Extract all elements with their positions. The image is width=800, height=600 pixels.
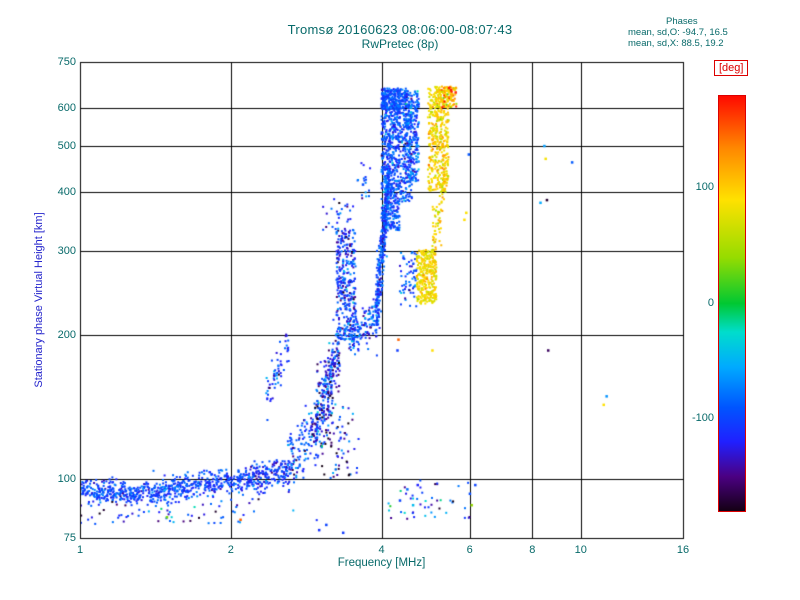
colorbar-unit-label: [deg] (714, 60, 749, 76)
colorbar-tick-label: 0 (707, 296, 714, 309)
colorbar (718, 95, 746, 512)
y-tick-label: 600 (57, 102, 76, 115)
x-tick-label: 16 (676, 544, 690, 556)
y-axis-label: Stationary phase Virtual Height [km] (33, 212, 45, 388)
chart-subtitle: RwPretec (8p) (361, 37, 439, 51)
y-tick-label: 400 (57, 185, 76, 198)
phase-stats: Phases mean, sd,O: -94.7, 16.5 mean, sd,… (628, 16, 800, 49)
y-tick-label: 500 (57, 139, 76, 152)
colorbar-tick-label: 100 (695, 181, 714, 194)
phase-stats-o-mode: mean, sd,O: -94.7, 16.5 (628, 27, 728, 38)
y-tick-label: 200 (57, 329, 76, 342)
x-tick-label: 6 (466, 544, 473, 556)
x-axis-label: Frequency [MHz] (337, 557, 426, 569)
x-tick-label: 10 (574, 544, 587, 556)
phase-stats-header: Phases (666, 16, 698, 27)
chart-title: Tromsø 20160623 08:06:00-08:07:43 (287, 22, 513, 37)
y-tick-label: 300 (57, 245, 76, 258)
y-tick-label: 100 (57, 472, 76, 485)
x-tick-label: 1 (76, 544, 84, 556)
y-tick-label: 75 (63, 532, 76, 544)
colorbar-tick-label: -100 (691, 411, 714, 424)
x-tick-label: 8 (529, 544, 536, 556)
y-tick-label: 750 (57, 56, 76, 68)
phase-stats-x-mode: mean, sd,X: 88.5, 19.2 (628, 38, 724, 49)
x-tick-label: 4 (378, 544, 385, 556)
x-tick-label: 2 (227, 544, 234, 556)
